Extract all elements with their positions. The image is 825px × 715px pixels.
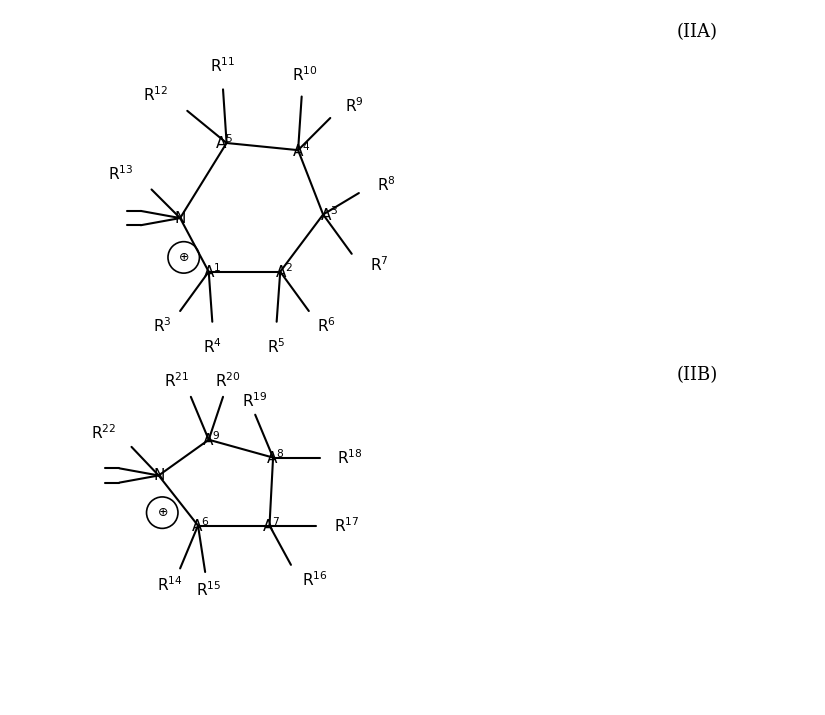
Text: $\mathrm{A^3}$: $\mathrm{A^3}$: [319, 205, 338, 224]
Text: $\mathrm{A^9}$: $\mathrm{A^9}$: [201, 430, 220, 449]
Text: $\mathrm{R^{14}}$: $\mathrm{R^{14}}$: [157, 575, 182, 593]
Text: $\mathrm{R^{16}}$: $\mathrm{R^{16}}$: [302, 570, 328, 588]
Text: $\mathrm{R^{19}}$: $\mathrm{R^{19}}$: [243, 391, 268, 410]
Text: $\mathrm{A^8}$: $\mathrm{A^8}$: [266, 448, 285, 467]
Text: $\mathrm{R^5}$: $\mathrm{R^5}$: [267, 337, 286, 356]
Text: $\mathrm{A^4}$: $\mathrm{A^4}$: [292, 141, 311, 159]
Text: $\mathrm{R^4}$: $\mathrm{R^4}$: [203, 337, 222, 356]
Text: $\mathrm{R^{22}}$: $\mathrm{R^{22}}$: [91, 423, 116, 442]
Text: $\mathrm{N}$: $\mathrm{N}$: [153, 468, 165, 483]
Text: $\mathrm{R^{21}}$: $\mathrm{R^{21}}$: [164, 372, 189, 390]
Text: (IIB): (IIB): [677, 366, 719, 385]
Text: $\mathrm{R^8}$: $\mathrm{R^8}$: [377, 175, 395, 194]
Text: $\mathrm{R^{18}}$: $\mathrm{R^{18}}$: [337, 448, 363, 467]
Text: $\mathrm{R^3}$: $\mathrm{R^3}$: [153, 316, 172, 335]
Text: $\mathrm{A^7}$: $\mathrm{A^7}$: [262, 516, 281, 535]
Text: $\mathrm{A^5}$: $\mathrm{A^5}$: [215, 134, 233, 152]
Text: $\mathrm{R^{15}}$: $\mathrm{R^{15}}$: [196, 581, 221, 599]
Text: $\mathrm{R^{11}}$: $\mathrm{R^{11}}$: [210, 56, 236, 75]
Text: $\mathrm{R^{13}}$: $\mathrm{R^{13}}$: [108, 164, 134, 183]
Text: $\mathrm{R^{20}}$: $\mathrm{R^{20}}$: [215, 372, 241, 390]
Text: $\mathrm{N}$: $\mathrm{N}$: [174, 210, 186, 226]
Text: $\mathrm{R^{17}}$: $\mathrm{R^{17}}$: [334, 516, 359, 535]
Text: $\mathrm{A^2}$: $\mathrm{A^2}$: [275, 262, 293, 281]
Text: $\mathrm{R^9}$: $\mathrm{R^9}$: [345, 97, 363, 115]
Text: $\mathrm{R^{10}}$: $\mathrm{R^{10}}$: [292, 66, 318, 84]
Text: $\oplus$: $\oplus$: [178, 251, 190, 264]
Text: $\mathrm{R^7}$: $\mathrm{R^7}$: [370, 255, 389, 274]
Text: $\mathrm{A^6}$: $\mathrm{A^6}$: [191, 516, 210, 535]
Text: (IIA): (IIA): [677, 23, 718, 41]
Text: $\mathrm{R^6}$: $\mathrm{R^6}$: [318, 316, 336, 335]
Text: $\oplus$: $\oplus$: [157, 506, 168, 519]
Text: $\mathrm{A^1}$: $\mathrm{A^1}$: [203, 262, 221, 281]
Text: $\mathrm{R^{12}}$: $\mathrm{R^{12}}$: [143, 85, 168, 104]
